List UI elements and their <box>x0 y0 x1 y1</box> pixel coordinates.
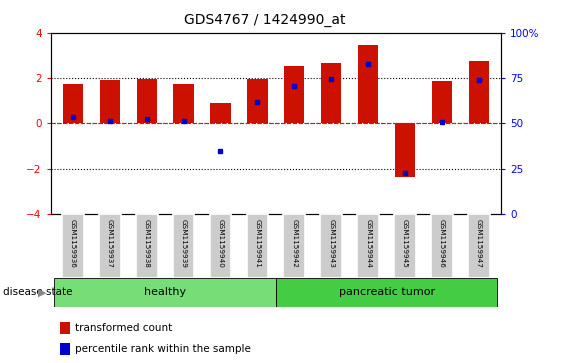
Text: GSM1159944: GSM1159944 <box>365 219 371 268</box>
FancyBboxPatch shape <box>358 214 379 278</box>
Bar <box>173 84 194 123</box>
FancyBboxPatch shape <box>276 278 497 307</box>
Text: GSM1159938: GSM1159938 <box>144 219 150 268</box>
Bar <box>395 123 415 177</box>
Bar <box>247 79 267 123</box>
Text: GSM1159939: GSM1159939 <box>181 219 186 268</box>
FancyBboxPatch shape <box>173 214 194 278</box>
Bar <box>211 103 231 123</box>
Text: GSM1159947: GSM1159947 <box>476 219 482 268</box>
Text: GSM1159945: GSM1159945 <box>402 219 408 268</box>
FancyBboxPatch shape <box>468 214 490 278</box>
FancyBboxPatch shape <box>283 214 305 278</box>
Text: percentile rank within the sample: percentile rank within the sample <box>75 344 251 354</box>
FancyBboxPatch shape <box>209 214 231 278</box>
Bar <box>358 45 378 123</box>
FancyBboxPatch shape <box>247 214 269 278</box>
Bar <box>432 81 452 123</box>
FancyBboxPatch shape <box>431 214 453 278</box>
FancyBboxPatch shape <box>99 214 120 278</box>
Bar <box>136 79 157 123</box>
Text: GSM1159936: GSM1159936 <box>70 219 76 268</box>
Bar <box>62 84 83 123</box>
Text: GSM1159941: GSM1159941 <box>254 219 261 268</box>
FancyBboxPatch shape <box>62 214 84 278</box>
Text: transformed count: transformed count <box>75 323 172 333</box>
Text: GSM1159937: GSM1159937 <box>107 219 113 268</box>
Text: ▶: ▶ <box>38 287 47 297</box>
FancyBboxPatch shape <box>394 214 416 278</box>
FancyBboxPatch shape <box>136 214 158 278</box>
Text: healthy: healthy <box>144 287 186 297</box>
Text: GDS4767 / 1424990_at: GDS4767 / 1424990_at <box>184 13 345 27</box>
Bar <box>60 343 70 355</box>
FancyBboxPatch shape <box>320 214 342 278</box>
Bar <box>469 61 489 123</box>
FancyBboxPatch shape <box>55 278 276 307</box>
Bar <box>321 63 341 123</box>
Text: disease state: disease state <box>3 287 72 297</box>
Text: GSM1159946: GSM1159946 <box>439 219 445 268</box>
Text: GSM1159942: GSM1159942 <box>291 219 297 268</box>
Text: GSM1159940: GSM1159940 <box>217 219 224 268</box>
Text: pancreatic tumor: pancreatic tumor <box>338 287 435 297</box>
Bar <box>284 66 305 123</box>
Bar <box>60 322 70 334</box>
Text: GSM1159943: GSM1159943 <box>328 219 334 268</box>
Bar <box>100 80 120 123</box>
